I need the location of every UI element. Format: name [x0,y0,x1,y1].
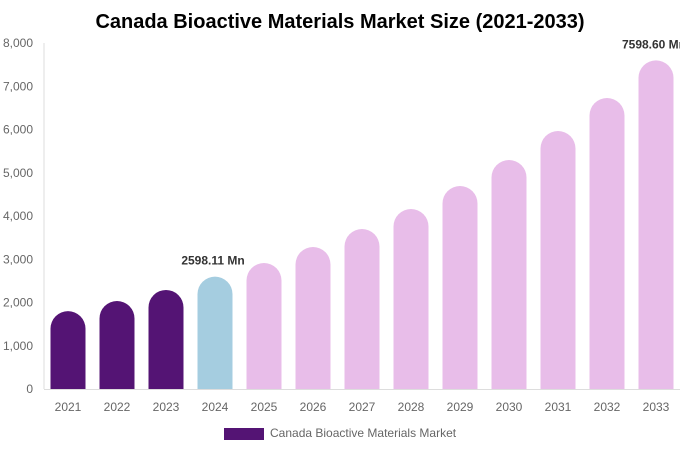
y-tick-label: 6,000 [3,123,33,137]
bars [50,60,674,390]
x-axis: 2021 2022 2023 2024 2025 2026 2027 2028 2029 2030… [44,389,680,414]
x-tick-label: 2028 [398,400,425,414]
y-tick-label: 3,000 [3,252,33,266]
bar-2023[interactable] [148,289,184,389]
bar-2026[interactable] [295,247,331,389]
bar-2031[interactable] [540,131,576,390]
bar-2024[interactable] [197,276,233,389]
bar-2027[interactable] [344,229,380,389]
y-tick-label: 7,000 [3,79,33,93]
y-tick-label: 4,000 [3,209,33,223]
bar-2025[interactable] [246,263,282,389]
y-tick-label: 1,000 [3,339,33,353]
x-tick-label: 2030 [496,400,523,414]
x-tick-label: 2021 [55,400,82,414]
y-axis: 0 1,000 2,000 3,000 4,000 5,000 6,000 7,000 8,00… [3,36,45,396]
chart-title: Canada Bioactive Materials Market Size (… [95,11,584,33]
x-tick-label: 2029 [447,400,474,414]
x-tick-label: 2033 [643,400,670,414]
legend-label: Canada Bioactive Materials Market [270,426,457,440]
y-tick-label: 2,000 [3,296,33,310]
data-label-2033: 7598.60 Mn [622,37,680,51]
x-tick-label: 2031 [545,400,572,414]
bar-2022[interactable] [99,300,135,389]
x-tick-label: 2032 [594,400,621,414]
bar-2032[interactable] [589,98,625,389]
x-tick-label: 2024 [202,400,229,414]
x-tick-label: 2026 [300,400,327,414]
data-labels: 2598.11 Mn 7598.60 Mn [181,37,680,267]
y-tick-label: 0 [26,382,33,396]
bar-2028[interactable] [393,208,429,389]
x-tick-label: 2025 [251,400,278,414]
x-tick-label: 2027 [349,400,376,414]
y-tick-label: 8,000 [3,36,33,50]
data-label-2024: 2598.11 Mn [181,254,244,268]
bar-2030[interactable] [491,159,527,389]
bar-2021[interactable] [50,311,86,389]
bar-2029[interactable] [442,185,478,389]
y-tick-label: 5,000 [3,166,33,180]
x-tick-label: 2023 [153,400,180,414]
legend[interactable]: Canada Bioactive Materials Market [224,426,457,440]
bar-2033[interactable] [638,60,674,389]
x-tick-label: 2022 [104,400,131,414]
legend-swatch [224,428,264,440]
